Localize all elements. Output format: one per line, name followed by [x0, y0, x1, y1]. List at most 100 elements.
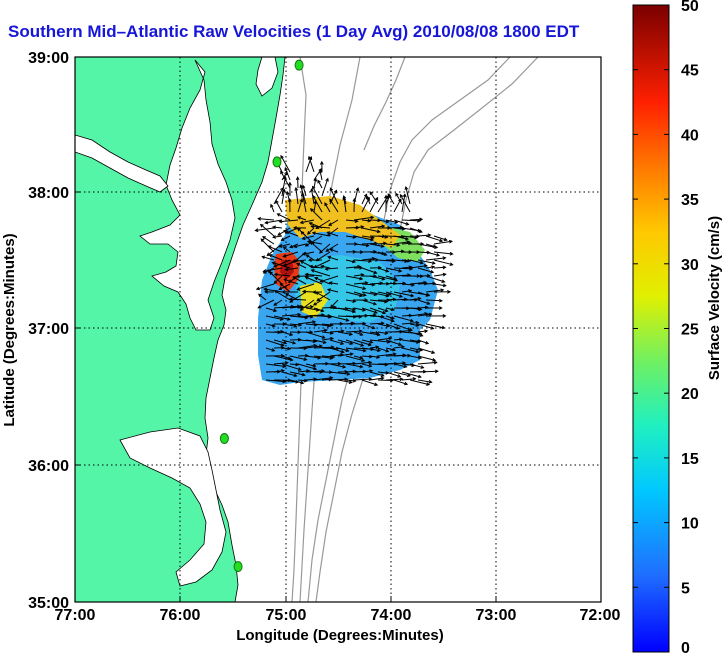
- velocity-arrowhead: [352, 197, 357, 202]
- velocity-arrowhead: [340, 329, 345, 334]
- velocity-arrow: [305, 378, 317, 381]
- velocity-arrow: [409, 313, 428, 317]
- velocity-arrow: [283, 278, 299, 285]
- velocity-arrowhead: [442, 272, 447, 277]
- velocity-arrow: [279, 219, 299, 223]
- velocity-arrowhead: [273, 290, 278, 294]
- velocity-arrowhead: [408, 265, 413, 270]
- velocity-arrowhead: [297, 367, 302, 371]
- velocity-arrow: [425, 243, 436, 248]
- velocity-arrow: [425, 289, 444, 293]
- colorbar-tick-label: 35: [681, 192, 699, 209]
- velocity-arrow: [329, 371, 350, 375]
- velocity-arrowhead: [280, 154, 284, 159]
- velocity-arrowhead: [318, 168, 322, 172]
- velocity-arrow: [377, 242, 387, 245]
- velocity-arrow: [345, 259, 356, 263]
- velocity-arrowhead: [292, 276, 297, 280]
- velocity-arrow: [274, 290, 291, 301]
- velocity-arrow: [385, 315, 395, 320]
- velocity-arrow: [302, 235, 315, 240]
- velocity-arrowhead: [289, 299, 294, 303]
- velocity-arrowhead: [349, 341, 354, 345]
- velocity-arrowhead: [297, 337, 302, 342]
- velocity-arrow: [258, 293, 267, 301]
- velocity-arrow: [283, 230, 299, 237]
- velocity-arrow: [308, 156, 315, 173]
- velocity-arrowhead: [392, 352, 397, 357]
- velocity-arrowhead: [419, 260, 424, 265]
- velocity-arrowhead: [440, 288, 445, 293]
- velocity-arrow: [353, 355, 363, 359]
- velocity-arrow: [385, 347, 396, 351]
- velocity-arrow: [361, 219, 371, 222]
- velocity-arrow: [329, 378, 348, 381]
- velocity-arrow: [337, 353, 353, 357]
- velocity-arrow: [273, 362, 288, 365]
- velocity-arrowhead: [273, 264, 278, 268]
- velocity-arrow: [329, 282, 339, 285]
- velocity-arrow: [329, 198, 339, 213]
- radar-station-marker: [294, 59, 304, 71]
- velocity-arrow: [300, 219, 315, 224]
- velocity-arrowhead: [268, 254, 273, 258]
- velocity-arrowhead: [312, 302, 317, 306]
- velocity-arrowhead: [449, 251, 454, 256]
- velocity-arrow: [262, 236, 275, 245]
- velocity-arrowhead: [329, 187, 334, 192]
- velocity-arrowhead: [273, 302, 278, 306]
- velocity-arrowhead: [279, 282, 284, 287]
- velocity-arrowhead: [262, 236, 266, 240]
- velocity-arrow: [281, 189, 285, 205]
- velocity-arrow: [377, 307, 388, 312]
- velocity-arrowhead: [448, 239, 453, 244]
- velocity-arrowhead: [359, 293, 364, 298]
- velocity-arrow: [409, 323, 419, 327]
- velocity-arrow: [361, 194, 368, 205]
- velocity-arrowhead: [368, 259, 373, 263]
- velocity-arrowhead: [442, 314, 447, 318]
- velocity-arrow: [385, 339, 402, 346]
- velocity-arrow: [255, 227, 275, 231]
- velocity-arrow: [313, 339, 327, 344]
- colorbar-tick-label: 50: [681, 0, 699, 15]
- velocity-arrow: [345, 291, 363, 297]
- velocity-arrowhead: [432, 358, 437, 362]
- velocity-arrow: [353, 378, 372, 381]
- velocity-arrowhead: [415, 323, 420, 327]
- velocity-arrowhead: [296, 216, 301, 220]
- velocity-arrow: [409, 265, 427, 269]
- velocity-arrow: [313, 307, 324, 312]
- velocity-arrow: [273, 259, 291, 268]
- radar-station-marker: [272, 156, 282, 168]
- velocity-arrow: [297, 321, 316, 325]
- velocity-arrowhead: [382, 310, 387, 315]
- velocity-arrow: [377, 379, 393, 381]
- velocity-arrow: [272, 226, 283, 229]
- velocity-arrowhead: [404, 185, 409, 191]
- velocity-arrow: [327, 231, 339, 237]
- velocity-arrow: [361, 235, 374, 239]
- grid-lines: [75, 57, 601, 602]
- velocity-arrow: [277, 213, 291, 221]
- colorbar-ticks: [633, 4, 669, 653]
- velocity-arrow: [377, 353, 396, 357]
- velocity-arrowhead: [307, 258, 312, 262]
- velocity-arrow: [273, 339, 287, 344]
- velocity-arrowhead: [328, 314, 333, 319]
- velocity-arrowhead: [399, 193, 404, 198]
- velocity-arrowhead: [304, 272, 309, 277]
- velocity-arrowhead: [319, 160, 324, 165]
- velocity-arrow: [385, 362, 406, 365]
- velocity-arrowhead: [352, 299, 357, 303]
- velocity-arrow: [305, 314, 325, 317]
- velocity-arrow: [353, 235, 374, 241]
- velocity-arrowhead: [348, 380, 353, 384]
- velocity-arrowhead: [257, 216, 262, 221]
- velocity-arrow: [361, 307, 378, 314]
- velocity-arrowhead: [369, 191, 374, 195]
- chesapeake-bay: [139, 59, 236, 331]
- velocity-arrowhead: [286, 317, 291, 321]
- velocity-arrow: [401, 339, 420, 343]
- velocity-arrowhead: [301, 252, 306, 256]
